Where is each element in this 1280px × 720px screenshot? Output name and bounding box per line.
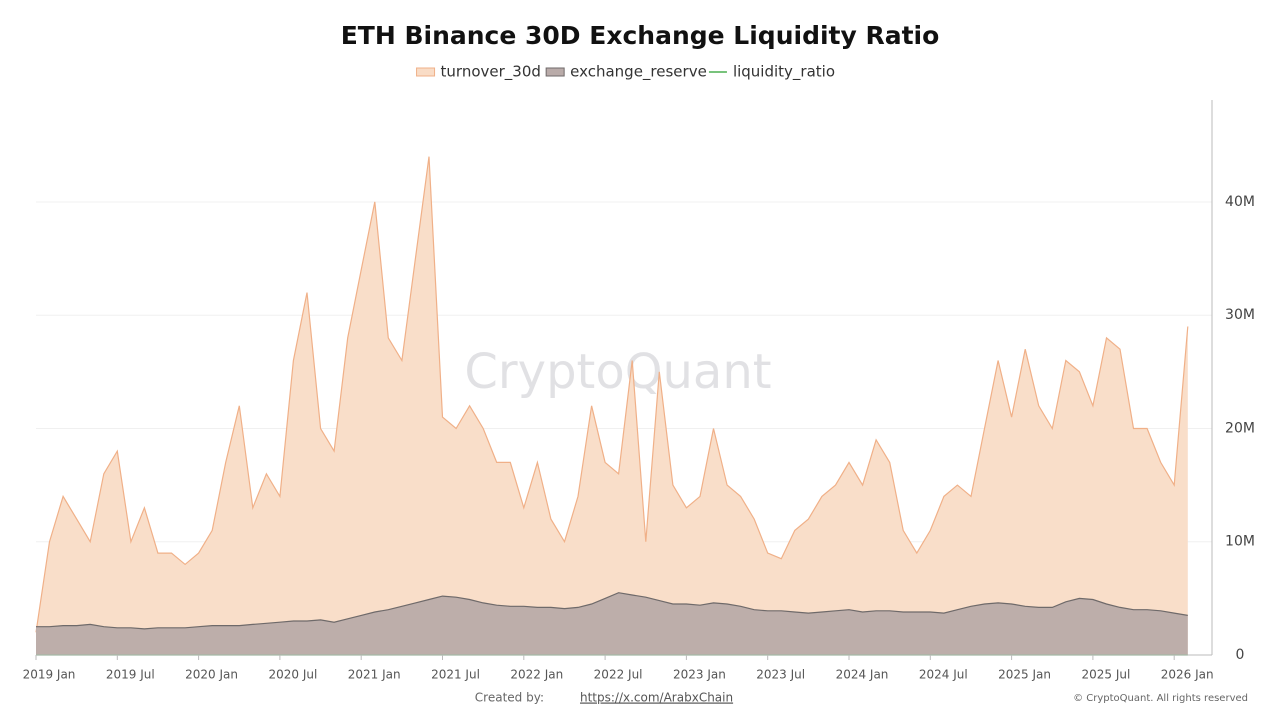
x-tick-label: 2020 Jan [185,668,238,682]
x-tick-label: 2021 Jan [348,668,401,682]
legend-label: liquidity_ratio [733,63,835,82]
x-tick-label: 2020 Jul [268,668,317,682]
legend-swatch [416,67,436,77]
legend-label: exchange_reserve [570,63,707,82]
x-tick-label: 2024 Jul [919,668,968,682]
credit-label: Created by: [475,691,544,705]
chart-title: ETH Binance 30D Exchange Liquidity Ratio [341,21,940,50]
series-turnover-30d [35,156,1189,655]
x-tick-label: 2025 Jul [1081,668,1130,682]
y-tick-label: 30M [1225,307,1255,323]
credit-link[interactable]: https://x.com/ArabxChain [580,691,733,705]
x-tick-label: 2025 Jan [998,668,1051,682]
copyright: © CryptoQuant. All rights reserved [1073,693,1248,704]
legend: turnover_30d exchange_reserve liquidity_ra… [416,63,835,82]
series-exchange-reserve [36,592,1188,655]
area [36,592,1188,655]
legend-label: turnover_30d [441,63,541,82]
y-tick-label: 0 [1236,647,1245,663]
y-tick-label: 20M [1225,420,1255,436]
x-tick-label: 2023 Jul [756,668,805,682]
x-tick-label: 2022 Jul [594,668,643,682]
y-tick-label: 40M [1225,194,1255,210]
x-tick-label: 2019 Jul [106,668,155,682]
area-line [35,156,1189,633]
x-tick-label: 2022 Jan [510,668,563,682]
x-tick-label: 2024 Jan [836,668,889,682]
x-tick-label: 2023 Jan [673,668,726,682]
y-tick-label: 10M [1225,534,1255,550]
x-tick-label: 2026 Jan [1161,668,1214,682]
area [36,156,1188,655]
x-tick-label: 2021 Jul [431,668,480,682]
area-line [36,592,1188,630]
watermark: CryptoQuant [464,344,771,400]
x-tick-label: 2019 Jan [23,668,76,682]
legend-swatch [545,67,565,77]
